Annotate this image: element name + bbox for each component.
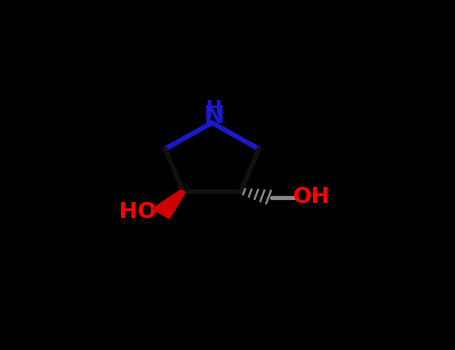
- Polygon shape: [152, 190, 185, 219]
- Text: N: N: [203, 104, 224, 128]
- Text: HO: HO: [119, 202, 157, 222]
- Text: OH: OH: [293, 187, 331, 207]
- Text: H: H: [206, 99, 222, 118]
